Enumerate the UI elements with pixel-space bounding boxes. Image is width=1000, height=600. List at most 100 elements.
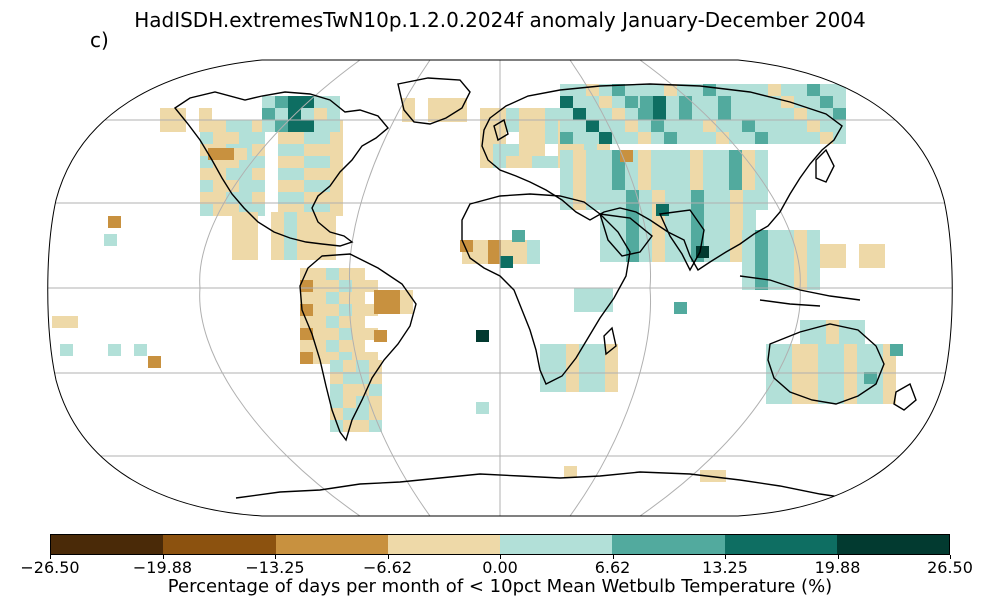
grid-cell — [664, 120, 677, 132]
grid-cell — [599, 96, 612, 108]
grid-cell — [291, 144, 304, 156]
coast-british-isles — [493, 118, 509, 142]
grid-cell — [691, 202, 704, 214]
grid-cell — [794, 230, 807, 242]
grid-cell — [704, 226, 717, 238]
grid-cell — [532, 132, 545, 144]
grid-cell — [288, 96, 301, 108]
grid-cell — [560, 96, 573, 108]
grid-cell — [573, 132, 586, 144]
grid-cell — [716, 84, 729, 96]
colorbar-tick-mark — [950, 555, 951, 559]
grid-cell — [586, 162, 599, 174]
grid-cell — [560, 186, 573, 198]
grid-cell — [310, 236, 323, 248]
grid-cell — [586, 198, 599, 210]
grid-cell — [742, 266, 755, 278]
grid-cell — [605, 356, 618, 368]
grid-cell — [755, 150, 768, 162]
grid-cell — [729, 150, 742, 162]
grid-cell — [304, 132, 317, 144]
grid-cell — [716, 132, 729, 144]
grid-cell — [652, 238, 665, 250]
colorbar-tick-mark — [50, 555, 51, 559]
grid-cell — [639, 250, 652, 262]
grid-cell — [605, 380, 618, 392]
grid-cell — [872, 244, 885, 256]
grid-cell — [330, 372, 343, 384]
grid-cell — [638, 120, 651, 132]
grid-cell — [540, 344, 553, 356]
colorbar-tick-label: 13.25 — [702, 558, 748, 577]
grid-cell — [221, 148, 234, 160]
grid-cell — [813, 332, 826, 344]
grid-cell — [664, 162, 677, 174]
grid-cell — [599, 162, 612, 174]
grid-cell — [560, 162, 573, 174]
grid-cell — [652, 190, 665, 202]
grid-cell — [200, 192, 213, 204]
grid-cell — [717, 214, 730, 226]
grid-cell — [831, 356, 844, 368]
grid-cell — [807, 120, 820, 132]
grid-cell — [500, 256, 513, 268]
grid-cell — [566, 380, 579, 392]
grid-cell — [586, 150, 599, 162]
grid-cell — [625, 96, 638, 108]
grid-cell — [766, 392, 779, 404]
grid-cell — [291, 192, 304, 204]
grid-cell — [343, 372, 356, 384]
grid-cell — [664, 174, 677, 186]
grid-cell — [527, 252, 540, 264]
grid-cell — [560, 132, 573, 144]
grid-cell — [330, 396, 343, 408]
grid-cell — [690, 132, 703, 144]
grid-cell — [200, 180, 213, 192]
grid-cell — [599, 120, 612, 132]
grid-cell — [612, 162, 625, 174]
grid-cell — [291, 180, 304, 192]
grid-cell — [134, 344, 147, 356]
grid-cell — [703, 120, 716, 132]
grid-cell — [768, 120, 781, 132]
grid-cell — [612, 96, 625, 108]
grid-cell — [713, 470, 726, 482]
grid-cell — [278, 144, 291, 156]
grid-cell — [599, 132, 612, 144]
grid-cell — [566, 368, 579, 380]
grid-cell — [692, 108, 705, 120]
grid-cell — [356, 420, 369, 432]
grid-cell — [833, 244, 846, 256]
grid-cell — [326, 304, 339, 316]
grid-cell — [844, 356, 857, 368]
grid-cell — [768, 230, 781, 242]
grid-cell — [365, 280, 378, 292]
grid-cell — [818, 368, 831, 380]
grid-cell — [239, 180, 252, 192]
grid-cell — [160, 120, 173, 132]
grid-cell — [387, 290, 400, 302]
grid-cell — [729, 132, 742, 144]
grid-cell — [781, 108, 794, 120]
coast-antarctica — [235, 471, 881, 509]
grid-cell — [677, 120, 690, 132]
grid-cell — [326, 340, 339, 352]
grid-cell — [717, 238, 730, 250]
grid-cell — [587, 300, 600, 312]
grid-cell — [573, 108, 586, 120]
colorbar-segment — [836, 535, 949, 554]
grid-cell — [200, 132, 213, 144]
colorbar-tick-label: 6.62 — [594, 558, 631, 577]
grid-cell — [872, 256, 885, 268]
grid-cell — [665, 190, 678, 202]
grid-cell — [613, 190, 626, 202]
grid-cell — [716, 150, 729, 162]
grid-cell — [839, 332, 852, 344]
colorbar-label: Percentage of days per month of < 10pct … — [167, 576, 833, 597]
grid-cell — [742, 174, 755, 186]
colorbar-segment — [387, 535, 500, 554]
grid-cell — [262, 108, 275, 120]
grid-cell — [352, 292, 365, 304]
colorbar-segment — [275, 535, 388, 554]
grid-cell — [833, 120, 846, 132]
